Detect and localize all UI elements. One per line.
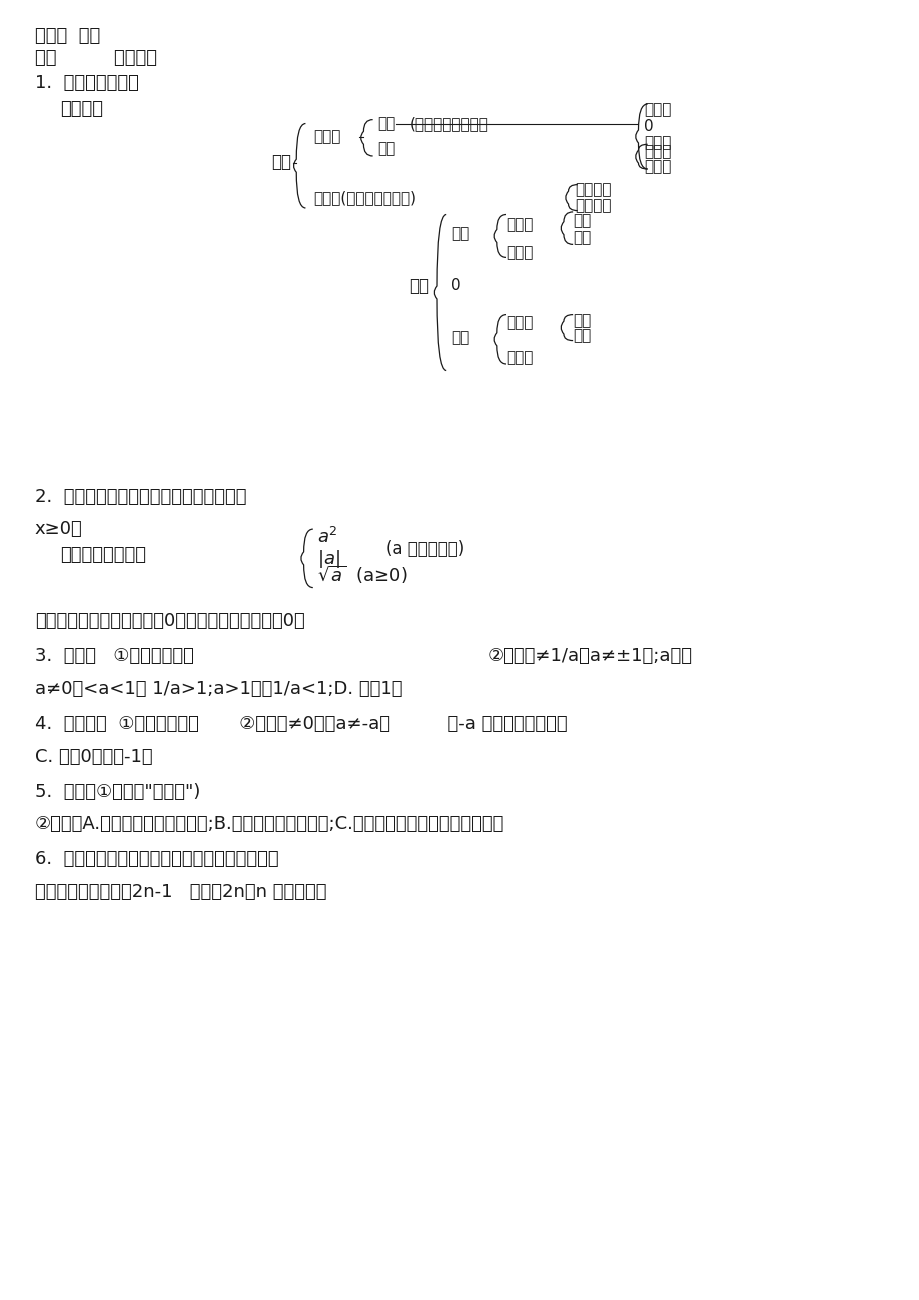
Text: ②性质：≠1/a（a≠±1）;a中，: ②性质：≠1/a（a≠±1）;a中， xyxy=(487,647,692,666)
Text: 整数: 整数 xyxy=(573,213,591,229)
Text: 负数: 负数 xyxy=(450,330,469,346)
Text: 负分数: 负分数 xyxy=(643,159,671,174)
Text: (有限或无限循环性: (有限或无限循环性 xyxy=(409,116,488,131)
Text: 整数: 整数 xyxy=(377,116,395,131)
Text: 分数: 分数 xyxy=(573,328,591,343)
Text: 有理数: 有理数 xyxy=(312,129,340,144)
Text: 0: 0 xyxy=(643,118,652,134)
Text: 正整数: 正整数 xyxy=(643,101,671,117)
Text: 常见的非负数有：: 常见的非负数有： xyxy=(60,546,145,564)
Text: 无理数(无限不循环小数): 无理数(无限不循环小数) xyxy=(312,190,415,205)
Text: $|a|$: $|a|$ xyxy=(317,549,340,569)
Text: 无理数: 无理数 xyxy=(505,350,533,365)
Text: 正分数: 正分数 xyxy=(643,144,671,160)
Text: $a^2$: $a^2$ xyxy=(317,526,337,547)
Text: 一、          重要概念: 一、 重要概念 xyxy=(35,49,157,68)
Text: 1.  数的分类及概念: 1. 数的分类及概念 xyxy=(35,74,139,92)
Text: 有理数: 有理数 xyxy=(505,217,533,233)
Text: 有理数: 有理数 xyxy=(505,315,533,330)
Text: 5.  数轴：①定义（"三要素"): 5. 数轴：①定义（"三要素") xyxy=(35,783,200,801)
Text: x≥0）: x≥0） xyxy=(35,520,83,538)
Text: 分数: 分数 xyxy=(573,230,591,246)
Text: 无理数: 无理数 xyxy=(505,244,533,260)
Text: ②作用：A.直观地比较实数的大小;B.明确体现绝对值意义;C.建立点与实数的一一对应关系。: ②作用：A.直观地比较实数的大小;B.明确体现绝对值意义;C.建立点与实数的一一… xyxy=(35,815,504,833)
Text: (a 为一切实数): (a 为一切实数) xyxy=(386,540,464,558)
Text: 正无理数: 正无理数 xyxy=(574,182,611,198)
Text: 0: 0 xyxy=(450,278,460,294)
Text: 数系表：: 数系表： xyxy=(60,100,103,118)
Text: a≠0；<a<1时 1/a>1;a>1时，1/a<1;D. 积为1。: a≠0；<a<1时 1/a>1;a>1时，1/a<1;D. 积为1。 xyxy=(35,680,402,698)
Text: $\sqrt{a}$  (a≥0): $\sqrt{a}$ (a≥0) xyxy=(317,564,407,585)
Text: 负无理数: 负无理数 xyxy=(574,198,611,213)
Text: 第一章  实数: 第一章 实数 xyxy=(35,27,100,46)
Text: 定义及表示：奇数：2n-1   偶数：2n（n 为自然数）: 定义及表示：奇数：2n-1 偶数：2n（n 为自然数） xyxy=(35,883,326,901)
Text: 负整数: 负整数 xyxy=(643,135,671,151)
Text: 整数: 整数 xyxy=(573,313,591,329)
Text: C. 和为0，商为-1。: C. 和为0，商为-1。 xyxy=(35,747,153,766)
Text: 分数: 分数 xyxy=(377,140,395,156)
Text: 2.  非负数：正实数与零的统称。（表为：: 2. 非负数：正实数与零的统称。（表为： xyxy=(35,488,246,506)
Text: 性质：若干个非负数的和为0，则每个非负担数均为0。: 性质：若干个非负数的和为0，则每个非负担数均为0。 xyxy=(35,612,304,630)
Text: 实数: 实数 xyxy=(409,277,429,295)
Text: 6.  奇数、偶数、质数、合数（正整数一自然数）: 6. 奇数、偶数、质数、合数（正整数一自然数） xyxy=(35,850,278,868)
Text: 正数: 正数 xyxy=(450,226,469,242)
Text: 实数: 实数 xyxy=(271,153,291,172)
Text: 3.  倒数：   ①定义及表示法: 3. 倒数： ①定义及表示法 xyxy=(35,647,194,666)
Text: 4.  相反数：  ①定义及表示法       ②性质：≠0时，a≠-a；          与-a 在数轴上的位置；: 4. 相反数： ①定义及表示法 ②性质：≠0时，a≠-a； 与-a 在数轴上的位… xyxy=(35,715,567,733)
